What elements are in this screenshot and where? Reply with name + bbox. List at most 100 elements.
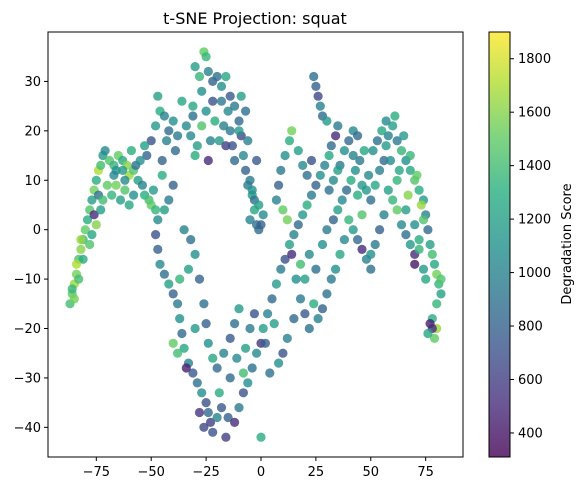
data-point	[252, 348, 262, 358]
data-point	[219, 348, 229, 358]
data-point	[190, 249, 200, 259]
data-point	[129, 190, 139, 200]
data-point	[302, 200, 312, 210]
data-point	[208, 96, 218, 106]
data-point	[164, 126, 174, 136]
data-point	[302, 170, 312, 180]
data-point	[414, 185, 424, 195]
data-point	[201, 106, 211, 116]
data-point	[238, 388, 248, 398]
data-point	[293, 220, 303, 230]
data-point	[348, 225, 358, 235]
data-point	[214, 136, 224, 146]
data-point	[208, 427, 218, 437]
data-point	[254, 200, 264, 210]
data-point	[342, 185, 352, 195]
data-point	[366, 195, 376, 205]
data-point	[280, 254, 290, 264]
data-point	[423, 225, 433, 235]
data-point	[282, 333, 292, 343]
data-point	[274, 358, 284, 368]
colorbar-tick-label: 1200	[518, 213, 551, 228]
data-point	[137, 180, 147, 190]
data-point	[140, 141, 150, 151]
data-point	[225, 373, 235, 383]
data-point	[410, 220, 420, 230]
data-point	[146, 136, 156, 146]
x-tick-label: −50	[137, 465, 164, 480]
data-point	[344, 215, 354, 225]
data-point	[234, 126, 244, 136]
data-point	[284, 136, 295, 146]
data-point	[69, 294, 79, 304]
data-point	[135, 155, 145, 166]
data-point	[366, 249, 376, 259]
data-point	[109, 170, 119, 180]
data-point	[392, 205, 402, 215]
data-point	[392, 136, 402, 146]
data-point	[324, 185, 334, 195]
data-point	[82, 215, 93, 225]
data-point	[269, 319, 279, 329]
data-point	[368, 146, 378, 156]
data-point	[78, 254, 88, 264]
data-point	[194, 407, 205, 418]
data-point	[199, 422, 209, 432]
data-point	[339, 146, 349, 156]
data-point	[280, 150, 290, 161]
data-point	[436, 274, 446, 284]
data-point	[168, 180, 178, 190]
data-point	[232, 353, 242, 363]
data-point	[333, 121, 343, 131]
data-point	[241, 343, 251, 353]
data-point	[173, 299, 183, 309]
data-point	[236, 91, 246, 101]
colorbar-tick-label: 1600	[518, 106, 551, 121]
x-tick-label: 75	[417, 465, 434, 480]
data-point	[177, 96, 187, 106]
data-point	[188, 368, 198, 378]
data-point	[381, 116, 391, 126]
data-point	[324, 150, 334, 161]
data-point	[263, 309, 273, 319]
data-point	[157, 155, 167, 166]
data-point	[412, 170, 422, 180]
colorbar-tick-label: 600	[518, 373, 543, 388]
data-point	[238, 368, 248, 378]
data-point	[238, 150, 248, 161]
data-point	[212, 412, 222, 423]
data-point	[87, 195, 97, 205]
data-point	[159, 269, 169, 279]
data-point	[335, 249, 345, 259]
data-point	[164, 279, 174, 289]
data-point	[181, 363, 191, 373]
data-point	[357, 180, 367, 190]
data-point	[421, 274, 431, 284]
x-tick-label: −25	[192, 465, 219, 480]
data-point	[344, 136, 354, 146]
colorbar-tick-label: 400	[518, 426, 543, 441]
data-point	[313, 314, 323, 324]
data-point	[306, 155, 317, 166]
data-point	[385, 155, 396, 166]
data-point	[366, 264, 376, 274]
data-point	[348, 150, 358, 161]
y-tick-label: −20	[14, 322, 41, 337]
data-point	[91, 220, 101, 230]
data-point	[311, 81, 321, 91]
x-axis: −75 −50 −25 0 25 50 75	[83, 457, 434, 480]
data-point	[173, 131, 183, 141]
data-point	[322, 289, 332, 299]
data-point	[295, 259, 306, 269]
data-point	[357, 244, 367, 254]
data-point	[175, 314, 185, 324]
data-point	[427, 249, 437, 259]
data-point	[221, 141, 231, 151]
data-point	[252, 155, 262, 166]
data-point	[230, 319, 240, 329]
data-point	[183, 264, 194, 274]
data-point	[388, 195, 398, 205]
data-point	[322, 116, 332, 126]
data-point	[225, 126, 235, 136]
data-point	[230, 101, 240, 111]
